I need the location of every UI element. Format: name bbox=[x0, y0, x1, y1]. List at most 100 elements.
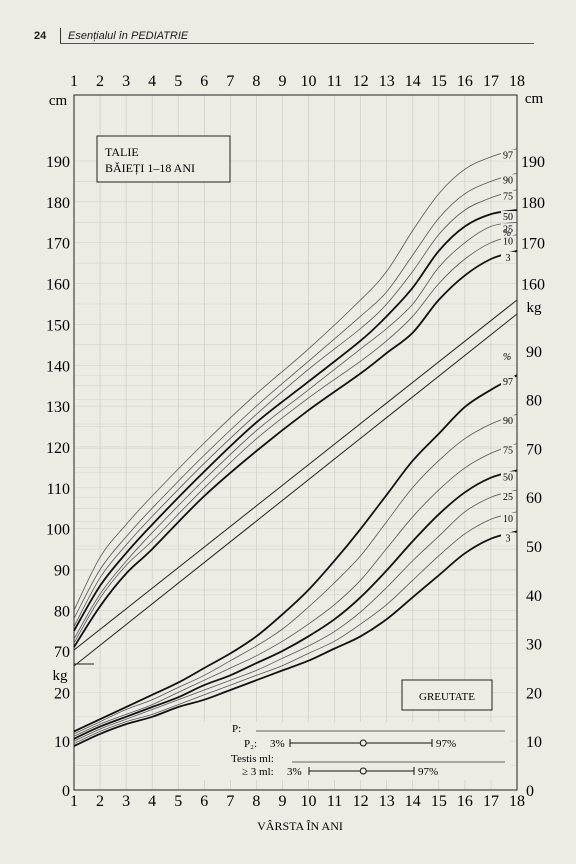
weight-tick-right: 90 bbox=[526, 344, 542, 361]
weight-curve-p75 bbox=[73, 443, 518, 737]
percentile-label-bg bbox=[501, 444, 515, 456]
x-tick-label-top: 15 bbox=[431, 73, 447, 90]
testis2-label: ≥ 3 ml: bbox=[242, 766, 274, 778]
percentile-label: 75 bbox=[503, 192, 513, 203]
percentile-label-bg bbox=[501, 211, 515, 223]
height-unit-right: cm bbox=[525, 91, 544, 107]
height-tick-right: 190 bbox=[521, 154, 545, 171]
weight-title: GREUTATE bbox=[419, 691, 475, 703]
p-label: P: bbox=[232, 723, 241, 735]
puberty-bg bbox=[200, 722, 510, 780]
weight-tick-right: 0 bbox=[526, 783, 534, 800]
x-tick-label-bottom: 11 bbox=[327, 793, 342, 810]
height-curve-p90 bbox=[73, 172, 518, 619]
percentile-label: 97 bbox=[503, 377, 513, 388]
x-tick-label-top: 13 bbox=[379, 73, 395, 90]
height-tick-left: 180 bbox=[46, 195, 70, 212]
percentile-label-bg bbox=[501, 532, 515, 544]
weight-series: 97 90 75 50 25 10 3 bbox=[73, 374, 518, 747]
percentile-label: 50 bbox=[503, 472, 513, 483]
x-tick-label-bottom: 7 bbox=[226, 793, 234, 810]
weight-curve-p97 bbox=[73, 374, 518, 733]
weight-curve-p10 bbox=[73, 511, 518, 744]
height-curve-p3 bbox=[73, 250, 518, 648]
height-tick-left: 170 bbox=[46, 236, 70, 253]
percentile-label-bg bbox=[501, 223, 515, 235]
height-curve-p97 bbox=[73, 148, 518, 611]
weight-tick-left: 20 bbox=[54, 685, 70, 702]
height-curve-p75 bbox=[73, 189, 518, 627]
weight-tick-right: 60 bbox=[526, 490, 542, 507]
weight-tick-right: 50 bbox=[526, 539, 542, 556]
header-separator bbox=[60, 28, 61, 44]
percentile-label: 10 bbox=[503, 237, 513, 248]
x-tick-label-bottom: 17 bbox=[483, 793, 499, 810]
percentile-label: 10 bbox=[503, 514, 513, 525]
x-tick-label-top: 9 bbox=[278, 73, 286, 90]
height-curve-p10 bbox=[73, 234, 518, 644]
header-rule bbox=[60, 43, 534, 44]
percentile-label-bg bbox=[501, 149, 515, 161]
percentile-label-bg bbox=[501, 490, 515, 502]
height-percent-symbol: % bbox=[503, 228, 511, 239]
book-title: Esențialul în PEDIATRIE bbox=[68, 30, 189, 42]
p2-median-marker bbox=[359, 739, 367, 747]
height-tick-left: 140 bbox=[46, 358, 70, 375]
x-tick-label-bottom: 15 bbox=[431, 793, 447, 810]
x-tick-label-bottom: 10 bbox=[301, 793, 317, 810]
height-tick-left: 190 bbox=[46, 154, 70, 171]
percentile-label-bg bbox=[501, 251, 515, 263]
height-tick-left: 160 bbox=[46, 277, 70, 294]
height-tick-left: 120 bbox=[46, 440, 70, 457]
chart-title-boxes: TALIE BĂIEȚI 1–18 ANI GREUTATE bbox=[96, 135, 493, 711]
weight-curve-p90 bbox=[73, 413, 518, 735]
height-tick-left: 150 bbox=[46, 317, 70, 334]
x-tick-label-top: 12 bbox=[353, 73, 369, 90]
percentile-label: 50 bbox=[503, 212, 513, 223]
testis-high: 97% bbox=[418, 766, 438, 778]
height-tick-left: 130 bbox=[46, 399, 70, 416]
x-tick-label-bottom: 1 bbox=[70, 793, 78, 810]
x-axis-label: VÂRSTA ÎN ANI bbox=[257, 819, 343, 833]
percentile-label-bg bbox=[501, 174, 515, 186]
height-title-box bbox=[96, 135, 231, 183]
height-tick-left: 90 bbox=[54, 563, 70, 580]
weight-tick-right: 80 bbox=[526, 393, 542, 410]
percentile-label-bg bbox=[501, 235, 515, 247]
weight-tick-right: 10 bbox=[526, 734, 542, 751]
height-title-line1: TALIE bbox=[105, 145, 139, 159]
x-tick-label-bottom: 13 bbox=[379, 793, 395, 810]
p2-low: 3% bbox=[270, 738, 285, 750]
x-tick-label-bottom: 6 bbox=[200, 793, 208, 810]
percentile-label: 97 bbox=[503, 151, 513, 162]
weight-unit-right: kg bbox=[527, 300, 543, 316]
height-tick-right: 160 bbox=[521, 277, 545, 294]
weight-percent-symbol: % bbox=[503, 352, 511, 363]
x-tick-label-top: 1 bbox=[70, 73, 78, 90]
weight-curve-p50 bbox=[73, 469, 518, 740]
diagonal-separator bbox=[73, 313, 518, 667]
plot-frame bbox=[73, 94, 518, 791]
x-tick-label-bottom: 4 bbox=[148, 793, 156, 810]
x-tick-label-top: 11 bbox=[327, 73, 342, 90]
x-tick-label-top: 8 bbox=[252, 73, 260, 90]
height-title-line2: BĂIEȚI 1–18 ANI bbox=[105, 161, 195, 175]
x-tick-label-top: 6 bbox=[200, 73, 208, 90]
p2-high: 97% bbox=[436, 738, 456, 750]
page-header: 24 Esențialul în PEDIATRIE bbox=[34, 28, 534, 46]
x-tick-label-top: 17 bbox=[483, 73, 499, 90]
percentile-label: 25 bbox=[503, 492, 513, 503]
height-curve-p25 bbox=[73, 221, 518, 640]
weight-tick-left: 10 bbox=[54, 734, 70, 751]
x-tick-label-bottom: 18 bbox=[509, 793, 525, 810]
weight-curve-p3 bbox=[73, 530, 518, 747]
height-tick-left: 110 bbox=[47, 481, 70, 498]
x-tick-label-bottom: 3 bbox=[122, 793, 130, 810]
height-tick-left: 70 bbox=[54, 644, 70, 661]
x-tick-label-bottom: 12 bbox=[353, 793, 369, 810]
x-tick-label-bottom: 14 bbox=[405, 793, 421, 810]
height-tick-left: 100 bbox=[46, 522, 70, 539]
